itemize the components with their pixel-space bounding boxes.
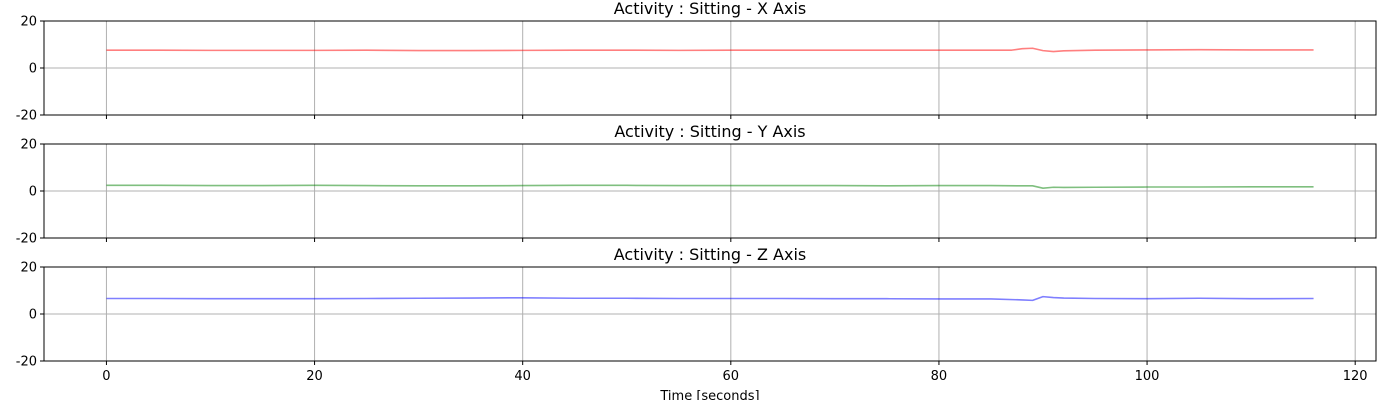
x-tick-label: 20 bbox=[306, 369, 323, 384]
y-tick-label: -20 bbox=[16, 109, 37, 124]
y-tick-label: 0 bbox=[29, 308, 37, 323]
y-tick-label: 0 bbox=[29, 62, 37, 77]
subplot-panels: -20 0 20 Activity : Sitting - X Axis -20 0 20 A… bbox=[16, 0, 1377, 400]
subplot-title: Activity : Sitting - X Axis bbox=[614, 0, 806, 18]
series-line-x-axis bbox=[106, 47, 1314, 53]
x-tick-label: 80 bbox=[931, 369, 948, 384]
x-tick-label: 0 bbox=[102, 369, 110, 384]
x-tick-label: 100 bbox=[1135, 369, 1160, 384]
subplot-z-axis: -20 0 20 0 20 40 60 80 100 120 Activity : Sitting … bbox=[16, 245, 1377, 400]
x-tick-label: 60 bbox=[723, 369, 740, 384]
subplot-y-axis: -20 0 20 Activity : Sitting - Y Axis bbox=[16, 122, 1377, 247]
y-tick-label: 20 bbox=[20, 15, 37, 30]
x-tick-label: 40 bbox=[514, 369, 531, 384]
y-tick-label: 0 bbox=[29, 185, 37, 200]
y-tick-label: -20 bbox=[16, 355, 37, 370]
x-tick-label: 120 bbox=[1343, 369, 1368, 384]
y-tick-label: -20 bbox=[16, 232, 37, 247]
y-tick-label: 20 bbox=[20, 261, 37, 276]
series-line-z-axis bbox=[106, 295, 1314, 302]
x-axis-label: Time [seconds] bbox=[659, 389, 759, 400]
series-line-y-axis bbox=[106, 184, 1314, 189]
subplot-title: Activity : Sitting - Y Axis bbox=[614, 122, 805, 141]
y-tick-label: 20 bbox=[20, 138, 37, 153]
subplot-title: Activity : Sitting - Z Axis bbox=[614, 245, 806, 264]
subplot-x-axis: -20 0 20 Activity : Sitting - X Axis bbox=[16, 0, 1377, 124]
